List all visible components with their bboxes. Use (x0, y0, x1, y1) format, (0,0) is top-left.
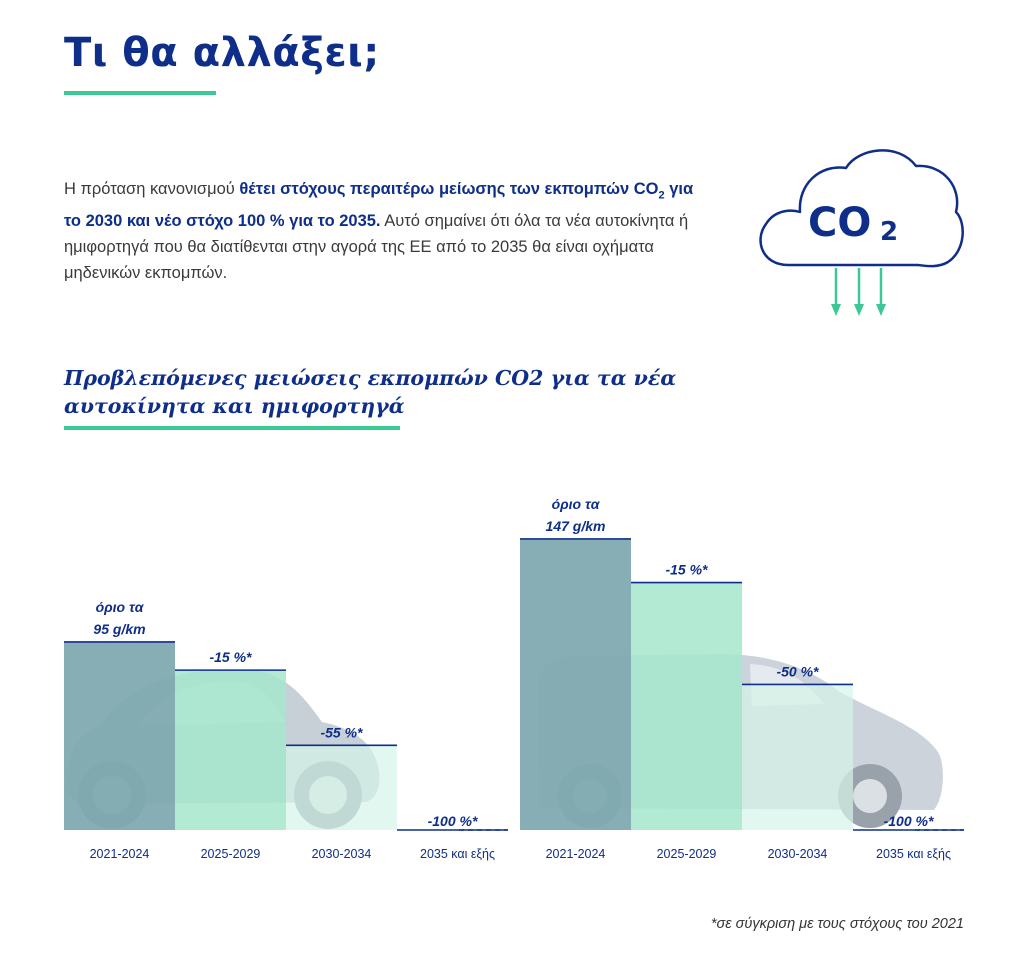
van-bar-0 (520, 538, 631, 830)
title-underline (64, 91, 216, 95)
cloud-outline (759, 149, 964, 268)
intro-subscript: 2 (658, 189, 665, 202)
page-title: Τι θα αλλάξει; (64, 30, 380, 76)
van-bar-2 (742, 684, 853, 830)
chart-heading-underline (64, 426, 400, 430)
intro-text-2: Αυτό σημαίνει ότι όλα τα νέα αυτοκίνητα … (64, 212, 689, 283)
car-value-label-3: -100 %* (428, 813, 478, 829)
car-value-label-2: -55 %* (320, 724, 363, 740)
car-category-label-0: 2021-2024 (90, 847, 150, 861)
down-arrows-icon (831, 268, 886, 316)
emissions-bar-chart: όριο τα 95 g/km 2021-2024 -15 %* 2025-2029 -5… (64, 496, 964, 861)
car-bar-2 (286, 745, 397, 830)
intro-highlight-2-text: για το 2030 και νέο στόχο 100 % για το 2… (64, 180, 694, 231)
cloud-co2-subscript: 2 (880, 217, 898, 247)
van-category-label-1: 2025-2029 (657, 847, 717, 861)
intro-highlight-1-text: θέτει στόχους περαιτέρω μείωσης των εκπο… (239, 180, 659, 198)
van-category-label-3: 2035 και εξής (876, 847, 951, 861)
intro-text-1: Η πρόταση κανονισμού (64, 180, 240, 198)
cloud-co2-label: CO (808, 200, 871, 246)
car-value-label-0-line-1: 95 g/km (93, 621, 145, 637)
van-value-label-2: -50 %* (776, 663, 819, 679)
van-value-label-3: -100 %* (884, 813, 934, 829)
car-value-label-0-line-0: όριο τα (96, 599, 145, 615)
van-value-label-0-line-1: 147 g/km (546, 518, 606, 534)
car-value-label-1: -15 %* (209, 649, 252, 665)
van-value-label-0-line-0: όριο τα (552, 496, 601, 512)
intro-highlight-1: θέτει στόχους περαιτέρω μείωσης των εκπο… (64, 180, 693, 230)
footnote: *σε σύγκριση με τους στόχους του 2021 (710, 916, 964, 932)
car-category-label-3: 2035 και εξής (420, 847, 495, 861)
car-category-label-1: 2025-2029 (201, 847, 261, 861)
car-bar-1 (175, 670, 286, 830)
chart-heading: Προβλεπόμενες μειώσεις εκπομπών CO2 για … (64, 366, 677, 418)
car-category-label-2: 2030-2034 (312, 847, 372, 861)
van-value-label-1: -15 %* (665, 562, 708, 578)
co2-cloud-icon: CO 2 (759, 149, 964, 316)
intro-paragraph: Η πρόταση κανονισμού θέτει στόχους περαι… (64, 176, 714, 286)
van-category-label-0: 2021-2024 (546, 847, 606, 861)
car-bar-0 (64, 641, 175, 830)
van-category-label-2: 2030-2034 (768, 847, 828, 861)
van-bar-1 (631, 582, 742, 830)
